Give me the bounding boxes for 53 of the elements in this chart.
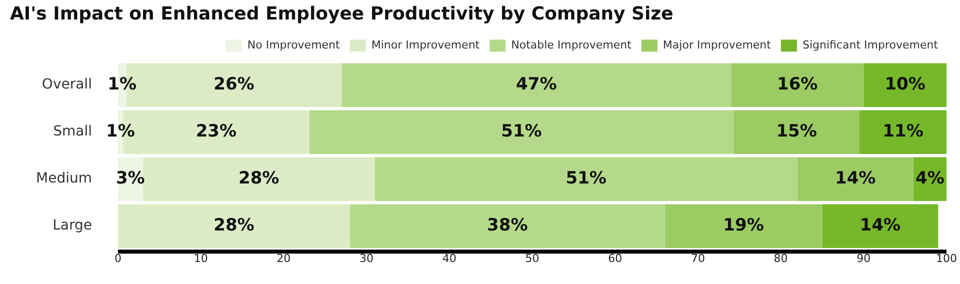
data-label: 28% [214,216,254,236]
bar [822,204,938,248]
bar [734,110,860,154]
data-label: 14% [835,168,876,189]
data-label: 51% [501,122,542,142]
x-tick-label: 10 [194,252,208,266]
bar [342,63,732,107]
data-label: 10% [884,74,926,95]
data-label: 47% [516,74,557,95]
x-tick-label: 70 [690,252,705,266]
x-tick-label: 20 [276,252,291,266]
bar [118,204,350,248]
legend-label: Minor Improvement [371,38,480,52]
bar [664,204,822,248]
bar [797,157,914,201]
bar [309,110,734,154]
legend-label: Significant Improvement [802,38,939,52]
data-label: 1% [106,122,135,142]
y-tick-label: Medium [36,170,92,187]
bar [350,204,665,248]
data-label: 15% [776,122,817,142]
x-tick-label: 0 [114,252,122,266]
x-tick-label: 30 [360,252,374,266]
legend-label: Major Improvement [662,38,772,52]
y-tick-label: Overall [42,76,92,93]
x-tick-label: 60 [608,252,622,266]
bar [374,157,798,201]
data-label: 19% [723,216,764,236]
data-label: 23% [196,122,237,142]
x-tick-label: 80 [774,252,788,266]
data-label: 1% [108,74,137,95]
x-tick-label: 40 [442,252,456,266]
data-label: 38% [487,216,528,236]
data-label: 11% [882,122,924,142]
bar [864,63,946,107]
bar [142,157,375,201]
chart-title: AI's Impact on Enhanced Employee Productivity by Company Size [10,3,674,24]
y-tick-label: Large [52,218,92,234]
bar [860,110,946,154]
x-tick-label: 90 [856,252,871,266]
data-label: 4% [915,168,944,189]
data-label: 51% [566,168,606,189]
data-label: 28% [238,168,280,189]
legend-label: Notable Improvement [511,38,632,52]
y-tick-label: Small [53,124,92,140]
legend-label: No Improvement [247,38,341,52]
x-tick-label: 100 [936,252,957,266]
data-label: 16% [777,74,818,95]
data-label: 26% [214,74,254,95]
data-label: 3% [116,168,145,189]
data-label: 14% [860,216,901,236]
x-tick-label: 50 [525,252,540,266]
bar [731,63,864,107]
